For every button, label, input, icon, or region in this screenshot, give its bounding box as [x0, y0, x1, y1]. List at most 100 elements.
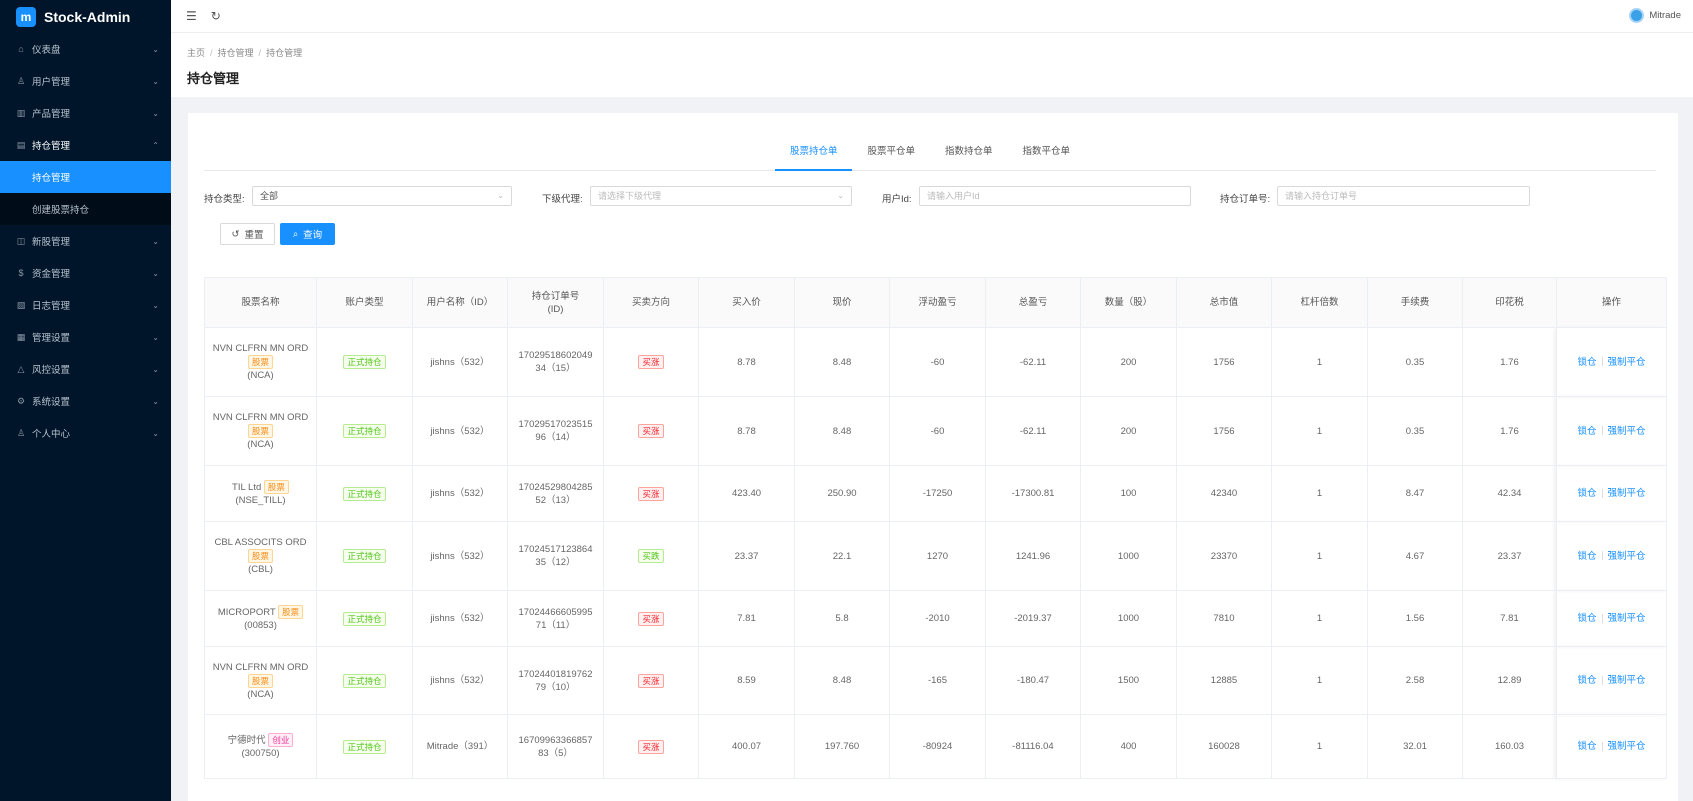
sidebar-item-label: 仪表盘	[32, 45, 61, 56]
stock-code: (NCA)	[247, 439, 274, 450]
direction-badge: 买涨	[638, 611, 664, 626]
fee-cell: 0.35	[1367, 396, 1463, 466]
tab-item[interactable]: 指数平仓单	[1022, 146, 1071, 157]
lock-position-link[interactable]: 锁仓	[1577, 550, 1597, 562]
user-menu[interactable]: Mitrade	[1629, 8, 1681, 23]
buy-price-cell: 8.78	[698, 327, 795, 397]
logo-icon: m	[16, 6, 36, 27]
stock-code: (CBL)	[248, 564, 273, 575]
market-tag: 股票	[247, 424, 273, 438]
sidebar-item-label: 用户管理	[32, 77, 71, 88]
sidebar-item[interactable]: ♙ 用户管理 ⌄	[0, 65, 171, 97]
sidebar-item[interactable]: ◫ 新股管理 ⌄	[0, 225, 171, 257]
force-close-link[interactable]: 强制平仓	[1607, 675, 1646, 686]
sidebar-item[interactable]: ▤ 持仓管理 ⌃	[0, 129, 171, 161]
sidebar-item[interactable]: ⌂ 仪表盘 ⌄	[0, 33, 171, 65]
position-type-select[interactable]: 全部 ⌄	[252, 186, 512, 206]
lock-position-link[interactable]: 锁仓	[1577, 675, 1597, 686]
actions-cell: 锁仓 强制平仓	[1556, 396, 1667, 466]
leverage-cell: 1	[1271, 646, 1368, 715]
user-cell: jishns（532）	[412, 327, 508, 397]
chevron-down-icon: ⌄	[497, 191, 504, 200]
column-header: 现价	[794, 277, 890, 328]
account-type-cell: 正式持仓	[316, 646, 413, 715]
order-no-cell: 16709963366857 83（5）	[507, 714, 604, 779]
account-type-cell: 正式持仓	[316, 327, 413, 397]
current-price-cell: 8.48	[794, 646, 890, 715]
content-card: 股票持仓单 股票平仓单 指数持仓单 指数平仓单 持仓类型: 全部 ⌄ 下级代理: 请选…	[188, 113, 1678, 801]
current-price-cell: 8.48	[794, 396, 890, 466]
breadcrumb-home[interactable]: 主页	[187, 48, 206, 58]
lock-position-link[interactable]: 锁仓	[1577, 425, 1597, 437]
breadcrumb-section[interactable]: 持仓管理	[217, 48, 254, 58]
sidebar-item-label: 管理设置	[32, 333, 71, 344]
user-id-input[interactable]: 请输入用户Id	[919, 186, 1191, 206]
lock-position-link[interactable]: 锁仓	[1577, 488, 1597, 499]
sidebar-item[interactable]: ⚙ 系统设置 ⌄	[0, 385, 171, 417]
force-close-link[interactable]: 强制平仓	[1607, 488, 1646, 499]
column-header: 数量（股）	[1080, 277, 1177, 328]
sidebar-item-label: 日志管理	[32, 301, 71, 312]
breadcrumb: 主页 / 持仓管理 / 持仓管理	[187, 48, 303, 58]
lock-position-link[interactable]: 锁仓	[1577, 356, 1597, 368]
column-header: 持仓订单号 (ID)	[507, 277, 604, 328]
actions-cell: 锁仓 强制平仓	[1556, 327, 1667, 397]
market-value-cell: 23370	[1176, 521, 1272, 591]
market-value-cell: 1756	[1176, 327, 1272, 397]
market-value-cell: 7810	[1176, 590, 1272, 647]
fee-cell: 0.35	[1367, 327, 1463, 397]
buy-price-cell: 423.40	[698, 465, 795, 522]
sidebar-item[interactable]: ▧ 日志管理 ⌄	[0, 289, 171, 321]
stock-code: (NSE_TILL)	[235, 495, 286, 506]
table-row: NVN CLFRN MN ORD 股票 (NCA) 正式持仓 jishns（532） 17…	[204, 396, 1667, 466]
chart-icon: ▥	[16, 107, 26, 118]
refresh-icon[interactable]: ↻	[210, 9, 221, 23]
order-no-input[interactable]: 请输入持仓订单号	[1277, 186, 1530, 206]
chevron-down-icon: ⌄	[152, 332, 159, 342]
menu-toggle-icon[interactable]: ☰	[186, 9, 197, 23]
stock-name: NVN CLFRN MN ORD	[212, 412, 309, 423]
total-pnl-cell: -62.11	[985, 327, 1081, 397]
sidebar-subitem[interactable]: 创建股票持仓	[32, 205, 90, 216]
user-cell: jishns（532）	[412, 521, 508, 591]
buy-price-cell: 400.07	[698, 714, 795, 779]
stock-code: (NCA)	[247, 688, 274, 700]
ipo-icon: ◫	[16, 235, 26, 246]
search-button[interactable]: ⌕ 查询	[280, 223, 335, 245]
sidebar-subitem[interactable]: 持仓管理	[0, 161, 171, 193]
lock-position-link[interactable]: 锁仓	[1577, 613, 1597, 624]
order-no-cell: 17024517123864 35（12）	[507, 521, 604, 591]
app-logo[interactable]: m Stock-Admin	[0, 0, 171, 33]
account-type-badge: 正式持仓	[343, 549, 386, 563]
reset-button[interactable]: ↺ 重置	[220, 223, 275, 245]
sidebar-item[interactable]: $ 资金管理 ⌄	[0, 257, 171, 289]
force-close-link[interactable]: 强制平仓	[1607, 425, 1646, 437]
lock-position-link[interactable]: 锁仓	[1577, 741, 1597, 752]
column-header: 杠杆倍数	[1271, 277, 1368, 328]
tab-item[interactable]: 指数持仓单	[945, 146, 993, 157]
force-close-link[interactable]: 强制平仓	[1607, 356, 1646, 368]
quantity-cell: 100	[1080, 465, 1177, 522]
agent-select[interactable]: 请选择下级代理 ⌄	[590, 186, 852, 206]
search-label: 查询	[303, 230, 323, 241]
user-id-label: 用户Id:	[882, 194, 912, 205]
force-close-link[interactable]: 强制平仓	[1607, 741, 1646, 752]
table-row: MICROPORT 股票 (00853) 正式持仓 jishns（532） 170244…	[204, 590, 1667, 647]
tab-item[interactable]: 股票平仓单	[867, 146, 915, 157]
stock-name-cell: MICROPORT 股票 (00853)	[204, 590, 317, 647]
sidebar-item[interactable]: ▦ 管理设置 ⌄	[0, 321, 171, 353]
direction-badge: 买涨	[638, 486, 664, 501]
table-row: CBL ASSOCITS ORD 股票 (CBL) 正式持仓 jishns（532） 17…	[204, 521, 1667, 591]
positions-table: 股票名称 账户类型 用户名称（ID） 持仓订单号 (ID) 买卖方向 买入价 现价 浮动盈亏总…	[204, 277, 1667, 779]
sidebar-item[interactable]: △ 风控设置 ⌄	[0, 353, 171, 385]
buy-price-cell: 8.78	[698, 396, 795, 466]
force-close-link[interactable]: 强制平仓	[1607, 550, 1646, 562]
stock-code: (300750)	[241, 748, 280, 759]
sidebar-item[interactable]: ♙ 个人中心 ⌄	[0, 417, 171, 449]
page-header: 主页 / 持仓管理 / 持仓管理 持仓管理	[171, 32, 1693, 97]
total-pnl-cell: -17300.81	[985, 465, 1081, 522]
buy-price-cell: 23.37	[698, 521, 795, 591]
sidebar-item[interactable]: ▥ 产品管理 ⌄	[0, 97, 171, 129]
tab-item[interactable]: 股票持仓单	[774, 133, 853, 171]
force-close-link[interactable]: 强制平仓	[1607, 613, 1646, 624]
